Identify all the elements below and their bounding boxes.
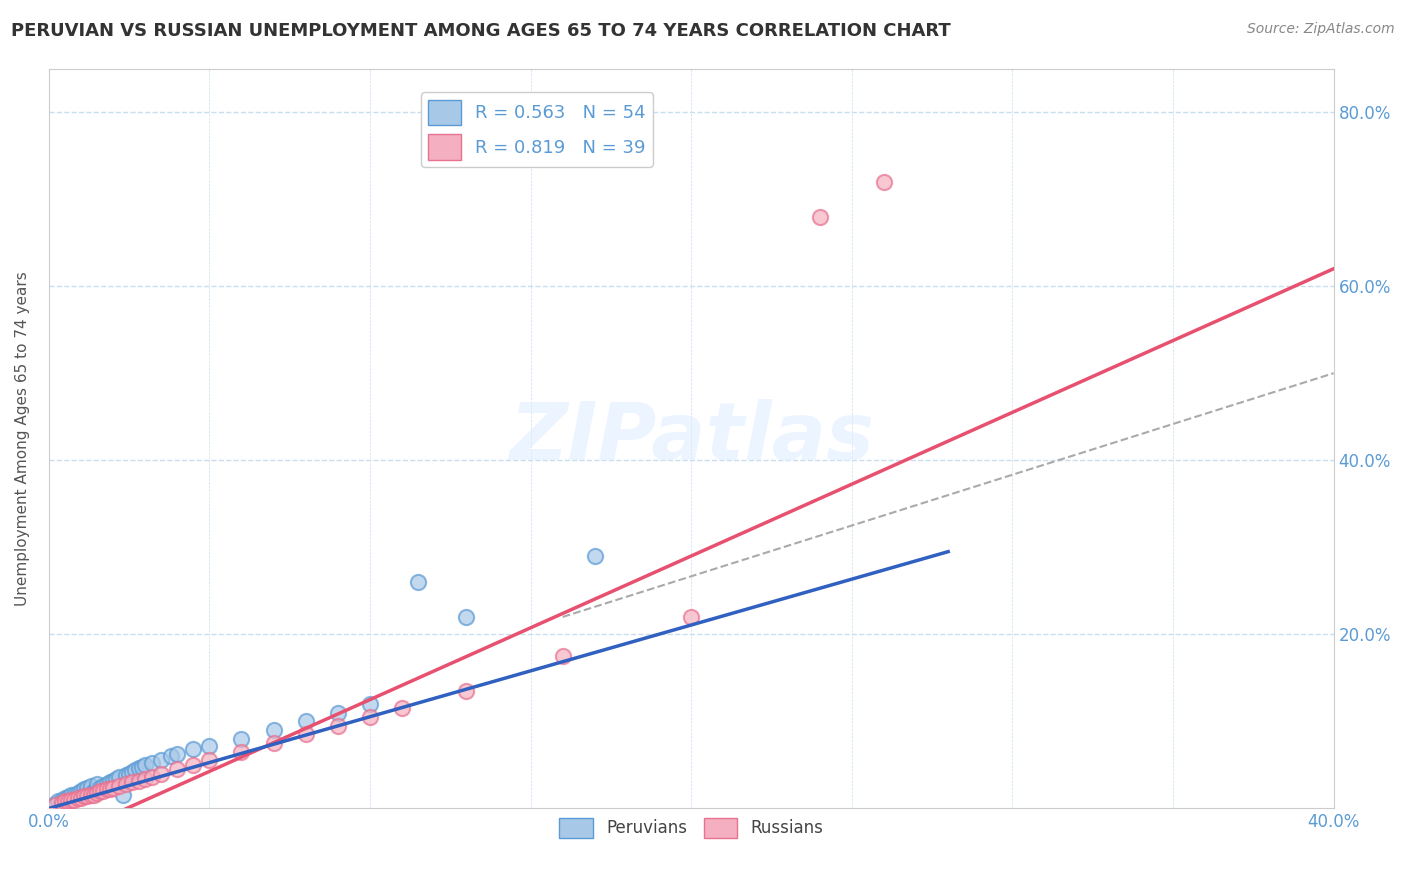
Point xyxy=(53,795,76,809)
Point xyxy=(159,749,181,764)
Point xyxy=(108,770,131,784)
Point xyxy=(70,789,93,804)
Point xyxy=(873,175,896,189)
Point xyxy=(583,549,606,563)
Point xyxy=(150,753,173,767)
Y-axis label: Unemployment Among Ages 65 to 74 years: Unemployment Among Ages 65 to 74 years xyxy=(15,271,30,606)
Point xyxy=(128,773,150,788)
Point xyxy=(359,710,381,724)
Point xyxy=(86,786,108,800)
Point xyxy=(79,786,101,800)
Point xyxy=(51,796,73,810)
Point xyxy=(551,649,574,664)
Point xyxy=(406,575,429,590)
Point xyxy=(108,779,131,793)
Point xyxy=(89,780,111,795)
Point xyxy=(118,766,141,780)
Point xyxy=(391,701,413,715)
Point xyxy=(66,790,89,805)
Point xyxy=(115,777,138,791)
Point xyxy=(70,791,93,805)
Point xyxy=(101,773,124,788)
Point xyxy=(134,772,156,786)
Point xyxy=(44,797,66,812)
Point xyxy=(76,780,98,795)
Point xyxy=(121,764,143,779)
Point xyxy=(53,791,76,805)
Point xyxy=(808,210,831,224)
Point xyxy=(141,756,163,771)
Point xyxy=(359,697,381,711)
Point xyxy=(83,788,105,802)
Point xyxy=(93,784,115,798)
Point xyxy=(115,768,138,782)
Point xyxy=(73,789,96,804)
Point xyxy=(44,797,66,811)
Point xyxy=(166,762,188,776)
Point xyxy=(456,610,478,624)
Point xyxy=(294,714,316,729)
Point xyxy=(681,610,703,624)
Point xyxy=(121,775,143,789)
Text: ZIPatlas: ZIPatlas xyxy=(509,400,873,477)
Point xyxy=(166,747,188,762)
Point xyxy=(76,789,98,804)
Point xyxy=(134,758,156,772)
Point xyxy=(63,788,86,802)
Point xyxy=(63,791,86,805)
Point xyxy=(51,796,73,810)
Point xyxy=(93,779,115,793)
Point xyxy=(79,779,101,793)
Point xyxy=(60,793,83,807)
Point xyxy=(66,786,89,800)
Point xyxy=(263,736,285,750)
Point xyxy=(56,790,79,805)
Point xyxy=(181,758,204,772)
Point xyxy=(198,739,221,753)
Point xyxy=(124,763,146,777)
Point xyxy=(131,759,153,773)
Point xyxy=(66,791,89,805)
Point xyxy=(231,731,253,746)
Text: PERUVIAN VS RUSSIAN UNEMPLOYMENT AMONG AGES 65 TO 74 YEARS CORRELATION CHART: PERUVIAN VS RUSSIAN UNEMPLOYMENT AMONG A… xyxy=(11,22,950,40)
Point xyxy=(79,788,101,802)
Point xyxy=(141,770,163,784)
Point xyxy=(111,789,134,803)
Point xyxy=(263,723,285,737)
Point xyxy=(76,788,98,802)
Point xyxy=(56,795,79,809)
Point xyxy=(60,793,83,807)
Point xyxy=(53,795,76,809)
Legend: Peruvians, Russians: Peruvians, Russians xyxy=(553,811,830,845)
Point xyxy=(83,784,105,798)
Point xyxy=(181,742,204,756)
Point xyxy=(98,782,121,797)
Point xyxy=(150,766,173,780)
Point xyxy=(56,794,79,808)
Point xyxy=(86,777,108,791)
Point xyxy=(96,782,118,797)
Point xyxy=(73,789,96,803)
Point xyxy=(198,753,221,767)
Point xyxy=(294,727,316,741)
Point xyxy=(89,784,111,798)
Text: Source: ZipAtlas.com: Source: ZipAtlas.com xyxy=(1247,22,1395,37)
Point xyxy=(96,777,118,791)
Point xyxy=(101,780,124,795)
Point xyxy=(231,745,253,759)
Point xyxy=(86,782,108,797)
Point xyxy=(51,793,73,807)
Point xyxy=(70,784,93,798)
Point xyxy=(326,706,349,720)
Point xyxy=(326,719,349,733)
Point xyxy=(60,789,83,803)
Point xyxy=(456,684,478,698)
Point xyxy=(48,795,70,809)
Point xyxy=(98,775,121,789)
Point xyxy=(73,782,96,797)
Point xyxy=(105,772,128,786)
Point xyxy=(128,761,150,775)
Point xyxy=(63,793,86,807)
